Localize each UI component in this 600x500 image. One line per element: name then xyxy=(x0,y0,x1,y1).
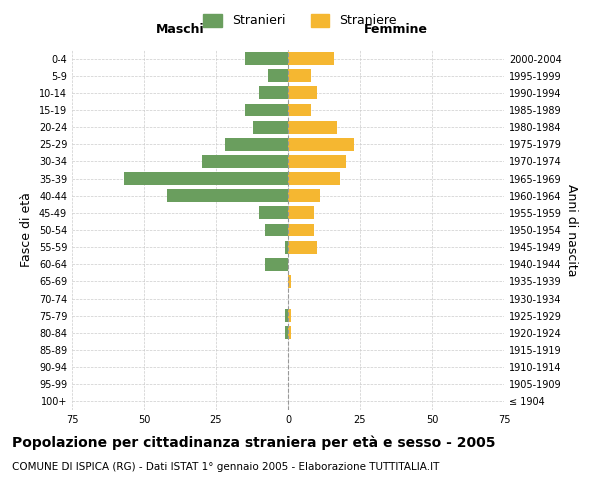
Text: Maschi: Maschi xyxy=(155,24,205,36)
Y-axis label: Fasce di età: Fasce di età xyxy=(20,192,33,268)
Bar xyxy=(265,224,288,236)
Bar xyxy=(224,138,288,150)
Bar xyxy=(288,224,314,236)
Bar xyxy=(288,275,291,288)
Bar xyxy=(288,70,311,82)
Bar xyxy=(124,172,288,185)
Bar xyxy=(265,258,288,270)
Bar xyxy=(288,172,340,185)
Bar xyxy=(288,138,354,150)
Bar xyxy=(259,206,288,220)
Bar xyxy=(288,326,291,340)
Bar xyxy=(202,155,288,168)
Bar xyxy=(253,120,288,134)
Text: Femmine: Femmine xyxy=(364,24,428,36)
Bar xyxy=(288,52,334,65)
Bar xyxy=(288,206,314,220)
Bar xyxy=(285,310,288,322)
Bar xyxy=(288,190,320,202)
Bar xyxy=(285,326,288,340)
Y-axis label: Anni di nascita: Anni di nascita xyxy=(565,184,578,276)
Bar xyxy=(288,310,291,322)
Bar xyxy=(288,240,317,254)
Bar xyxy=(245,104,288,117)
Bar xyxy=(288,104,311,117)
Bar xyxy=(245,52,288,65)
Bar xyxy=(288,86,317,100)
Bar xyxy=(167,190,288,202)
Text: COMUNE DI ISPICA (RG) - Dati ISTAT 1° gennaio 2005 - Elaborazione TUTTITALIA.IT: COMUNE DI ISPICA (RG) - Dati ISTAT 1° ge… xyxy=(12,462,439,472)
Text: Popolazione per cittadinanza straniera per età e sesso - 2005: Popolazione per cittadinanza straniera p… xyxy=(12,435,496,450)
Bar xyxy=(288,155,346,168)
Bar xyxy=(285,240,288,254)
Legend: Stranieri, Straniere: Stranieri, Straniere xyxy=(203,14,397,28)
Bar xyxy=(268,70,288,82)
Bar xyxy=(259,86,288,100)
Bar xyxy=(288,120,337,134)
